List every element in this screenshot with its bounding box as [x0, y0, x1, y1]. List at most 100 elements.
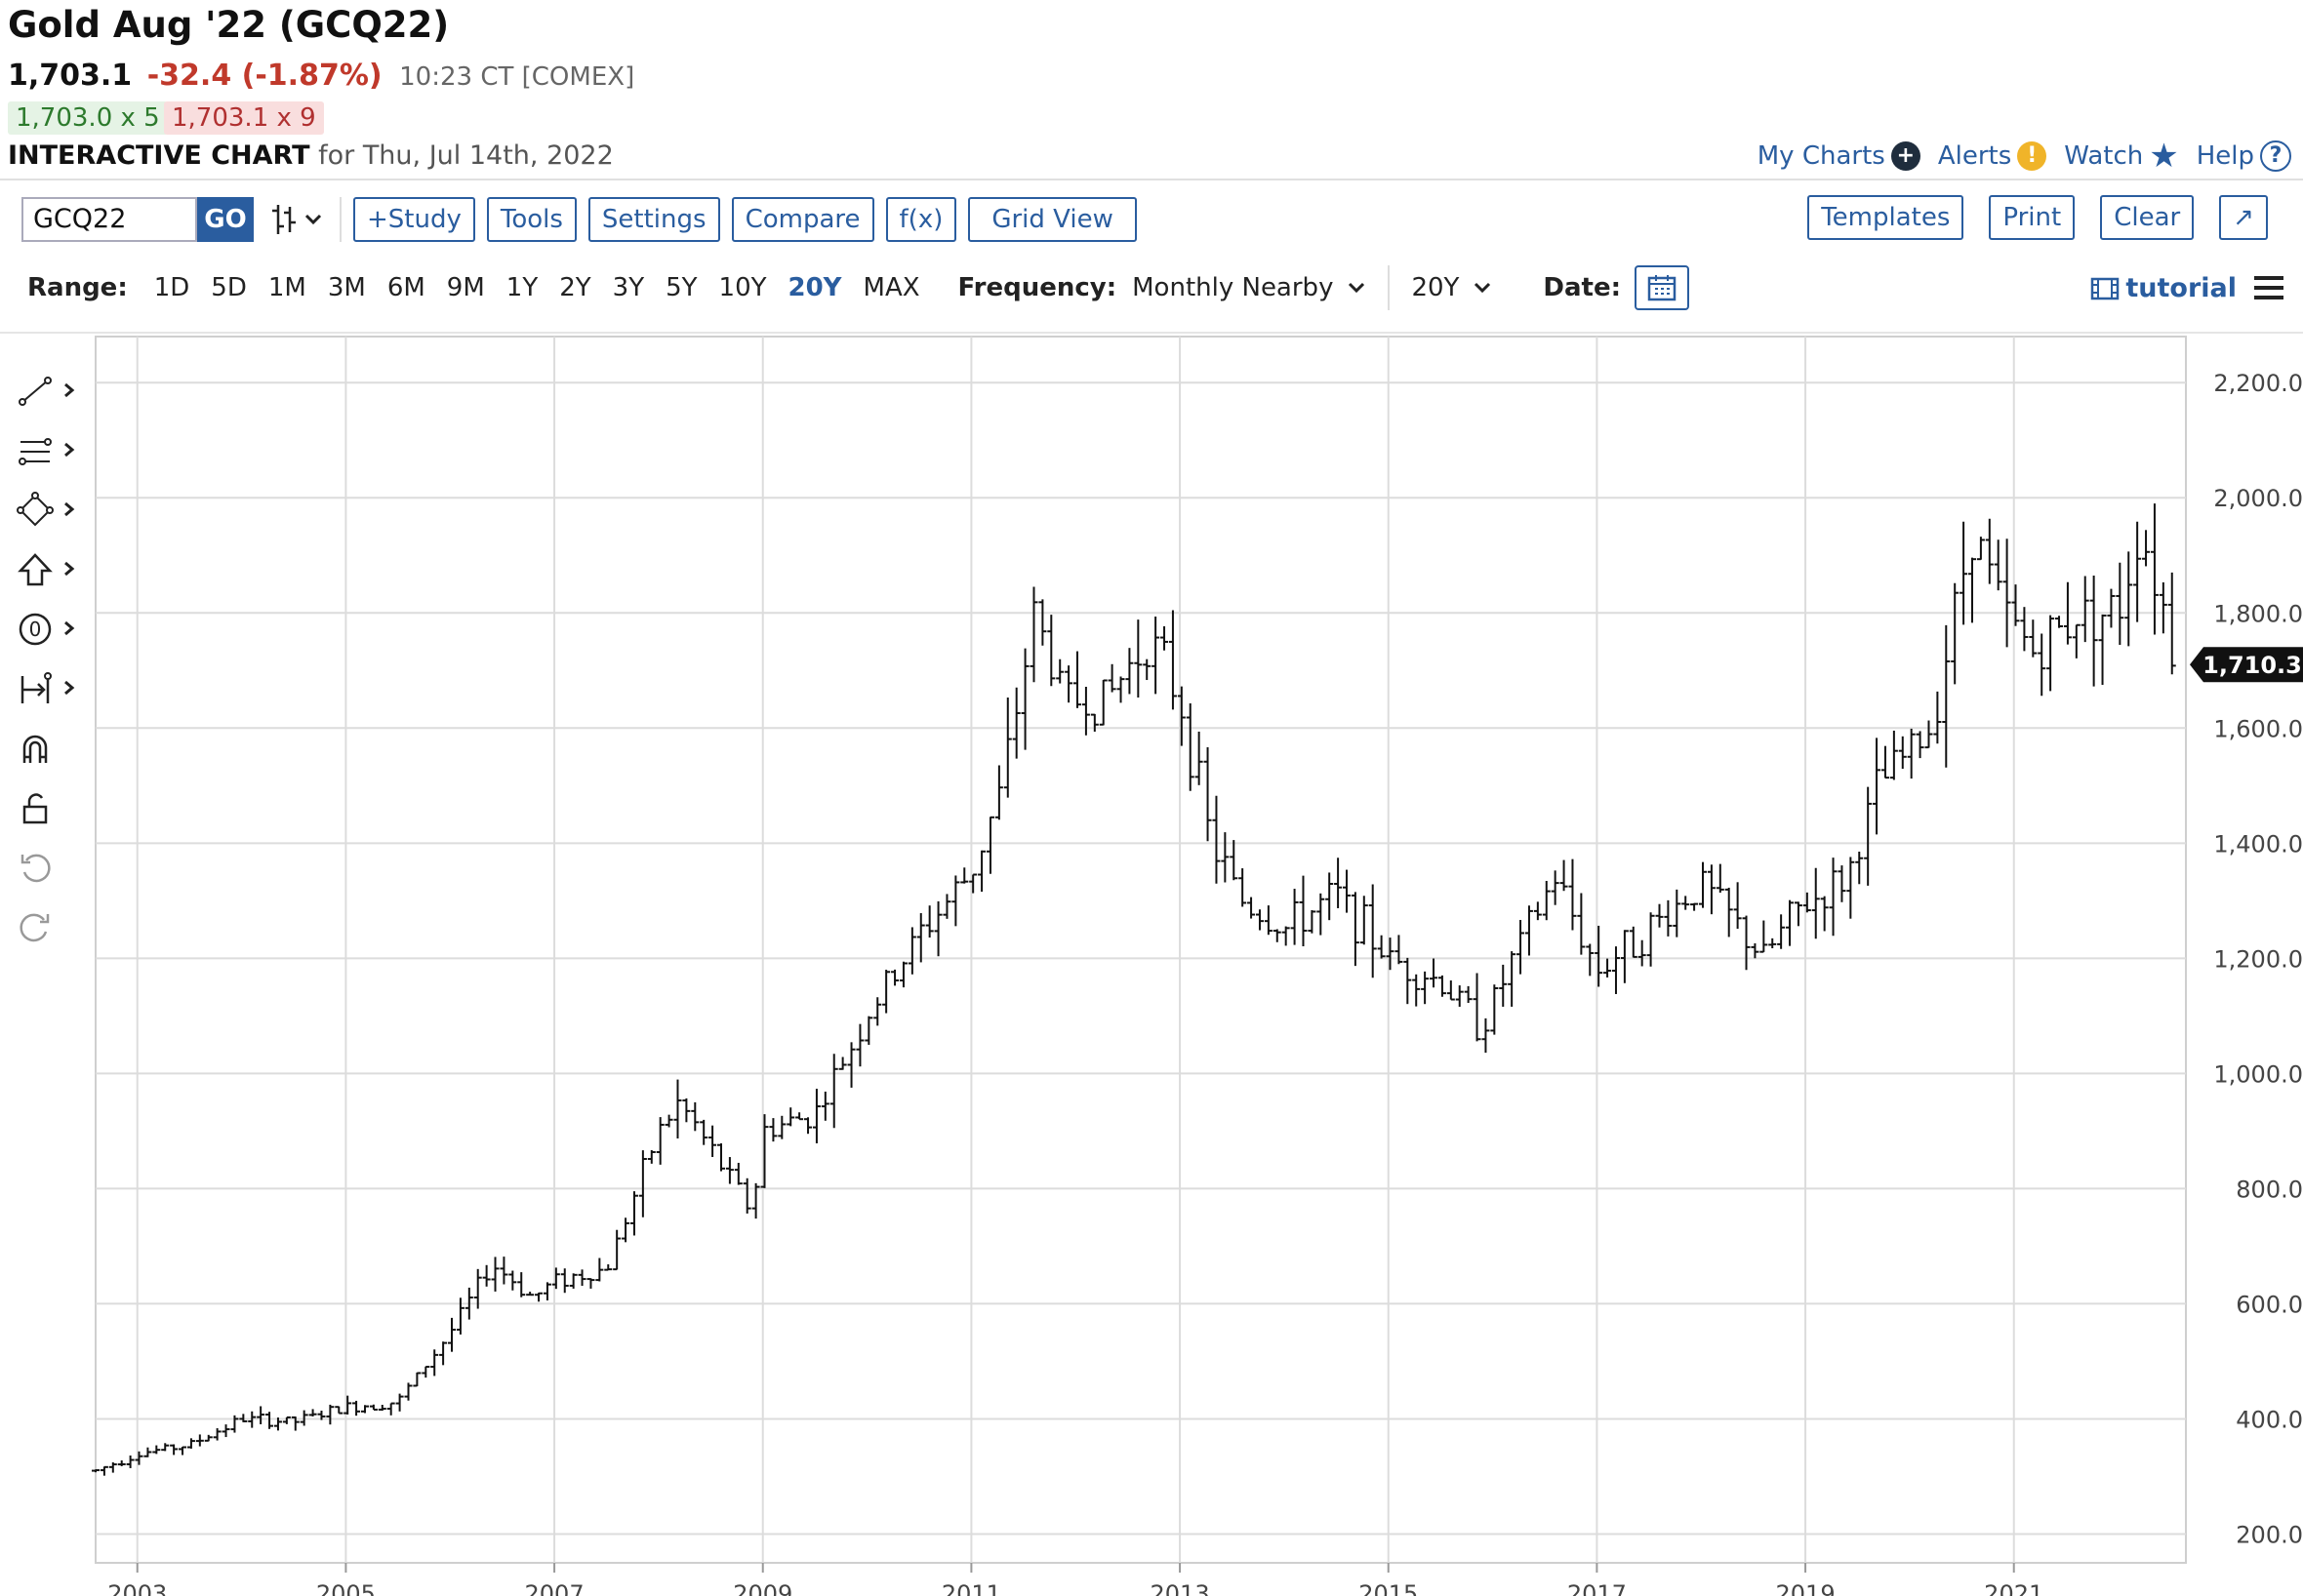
redo-button[interactable]: [14, 897, 92, 956]
period-select[interactable]: 20Y: [1411, 273, 1492, 302]
ohlc-bar: [1230, 840, 1238, 881]
lock-icon: [14, 789, 57, 826]
print-button[interactable]: Print: [1989, 195, 2076, 240]
ohlc-bar: [1264, 905, 1273, 936]
range-option-5y[interactable]: 5Y: [666, 273, 698, 302]
price-chart[interactable]: 200.0 400.0 600.0 800.0 1,000.0 1,200.0 1,400.…: [0, 332, 2303, 1596]
ohlc-bar: [265, 1412, 274, 1429]
compare-button[interactable]: Compare: [731, 197, 874, 242]
ohlc-bar: [1247, 897, 1256, 919]
arrow-tool-button[interactable]: [14, 539, 92, 599]
range-bar: Range: 1D 5D 1M 3M 6M 9M 1Y 2Y 3Y 5Y 10Y 20Y MAX Fre…: [27, 263, 1690, 312]
help-link[interactable]: Help?: [2197, 140, 2291, 172]
ohlc-bar: [204, 1434, 213, 1442]
alerts-label: Alerts: [1937, 141, 2012, 171]
bar-type-icon[interactable]: [269, 203, 322, 236]
hamburger-menu-icon[interactable]: [2252, 271, 2285, 310]
ohlc-bar: [1611, 946, 1620, 994]
ohlc-bar: [300, 1410, 308, 1426]
y-tick-label: 1,800.0: [2213, 600, 2303, 627]
settings-button[interactable]: Settings: [587, 197, 720, 242]
undo-button[interactable]: [14, 837, 92, 897]
my-charts-link[interactable]: My Charts +: [1758, 141, 1920, 171]
ohlc-bar: [257, 1406, 265, 1424]
alerts-link[interactable]: Alerts!: [1937, 141, 2047, 171]
tutorial-link[interactable]: tutorial: [2090, 273, 2237, 303]
line-tool-button[interactable]: [14, 361, 92, 420]
clear-button[interactable]: Clear: [2100, 195, 2195, 240]
chart-date: for Thu, Jul 14th, 2022: [318, 140, 614, 171]
range-option-1d[interactable]: 1D: [153, 273, 190, 302]
study-button[interactable]: +Study: [353, 197, 475, 242]
lock-button[interactable]: [14, 778, 92, 837]
ohlc-bar: [413, 1372, 422, 1387]
ohlc-bar: [778, 1115, 787, 1139]
ohlc-bar: [1186, 703, 1194, 791]
quote-line: 1,703.1 -32.4 (-1.87%) 10:23 CT [COMEX]: [8, 59, 634, 93]
ohlc-bar: [1559, 859, 1568, 892]
ohlc-bar: [2002, 539, 2011, 648]
ohlc-bar: [1351, 892, 1359, 967]
ohlc-bar: [586, 1278, 595, 1289]
ohlc-bar: [1768, 938, 1777, 949]
watch-link[interactable]: Watch ★: [2064, 137, 2178, 176]
ohlc-bar: [1437, 975, 1446, 997]
y-tick-label: 1,400.0: [2213, 830, 2303, 858]
symbol-input[interactable]: GCQ22: [21, 197, 197, 242]
range-option-1y[interactable]: 1Y: [505, 273, 539, 302]
templates-button[interactable]: Templates: [1807, 195, 1964, 240]
plot-frame: [95, 336, 2187, 1564]
ohlc-bar: [1030, 586, 1038, 683]
ohlc-bar: [1542, 881, 1551, 921]
range-option-6m[interactable]: 6M: [386, 273, 425, 302]
ohlc-bar: [1334, 858, 1343, 908]
y-tick-label: 2,200.0: [2213, 370, 2303, 397]
range-option-20y[interactable]: 20Y: [788, 273, 842, 302]
range-option-max[interactable]: MAX: [863, 273, 920, 302]
range-option-3y[interactable]: 3Y: [612, 273, 645, 302]
ohlc-bar: [360, 1405, 369, 1414]
range-option-9m[interactable]: 9M: [446, 273, 485, 302]
ohlc-bar: [1811, 867, 1820, 939]
ohlc-bar: [1889, 730, 1898, 780]
y-tick-label: 200.0: [2236, 1521, 2303, 1548]
ohlc-bar: [994, 765, 1003, 820]
range-option-1m[interactable]: 1M: [267, 273, 306, 302]
chart-label: INTERACTIVE CHART: [8, 140, 310, 171]
range-option-10y[interactable]: 10Y: [718, 273, 767, 302]
ohlc-bar: [2029, 619, 2038, 658]
ohlc-bar: [1308, 910, 1316, 934]
expand-button[interactable]: ↗: [2219, 195, 2268, 240]
label-tool-button[interactable]: 0: [14, 599, 92, 658]
ohlc-bar: [682, 1097, 691, 1123]
frequency-select[interactable]: Monthly Nearby: [1132, 273, 1366, 302]
x-tick-label: 2021: [1984, 1580, 2043, 1596]
svg-text:0: 0: [29, 618, 42, 641]
go-button[interactable]: GO: [197, 197, 254, 242]
ohlc-bar: [422, 1366, 430, 1378]
ohlc-bar: [1047, 615, 1056, 687]
ohlc-bar: [1194, 731, 1203, 785]
ohlc-bar: [517, 1272, 526, 1297]
fib-tool-button[interactable]: [14, 420, 92, 480]
fx-button[interactable]: f(x): [885, 197, 957, 242]
ohlc-bar: [1951, 582, 1960, 685]
magnet-button[interactable]: [14, 718, 92, 778]
ohlc-bar: [1281, 926, 1290, 946]
range-option-2y[interactable]: 2Y: [559, 273, 591, 302]
ohlc-bar: [152, 1445, 161, 1455]
range-option-5d[interactable]: 5D: [211, 273, 247, 302]
shape-tool-button[interactable]: [14, 480, 92, 539]
grid-view-button[interactable]: Grid View: [968, 197, 1137, 242]
measure-tool-button[interactable]: [14, 658, 92, 718]
ohlc-bar: [847, 1042, 856, 1088]
range-option-3m[interactable]: 3M: [327, 273, 366, 302]
ohlc-bar: [1933, 691, 1942, 744]
calendar-button[interactable]: [1635, 265, 1690, 310]
ohlc-bar: [1751, 942, 1759, 959]
tools-button[interactable]: Tools: [486, 197, 577, 242]
range-options: 1D 5D 1M 3M 6M 9M 1Y 2Y 3Y 5Y 10Y 20Y MAX: [143, 273, 931, 302]
ohlc-bar: [195, 1434, 204, 1447]
x-tick-label: 2009: [733, 1580, 792, 1596]
ohlc-bar: [543, 1282, 551, 1301]
